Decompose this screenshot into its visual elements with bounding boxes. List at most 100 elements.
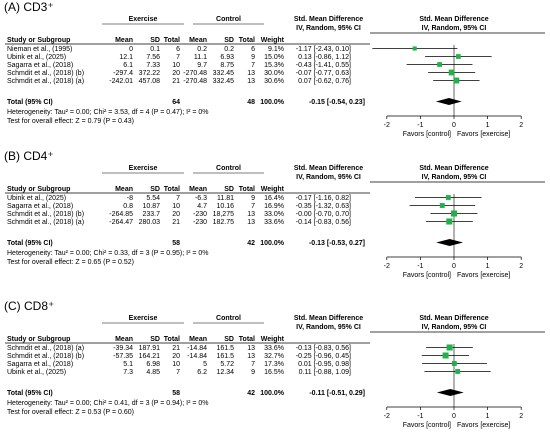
control-sd: 10.16 (216, 203, 234, 210)
control-total: 7 (251, 62, 255, 69)
exercise-sd: 457.08 (139, 78, 161, 85)
column-header: Mean (189, 336, 207, 343)
exercise-total: 20 (172, 211, 180, 218)
forest-plot-c: Exercise Control Std. Mean Difference IV, R… (5, 315, 545, 429)
column-header: SD (150, 37, 160, 44)
control-total: 13 (247, 78, 255, 85)
group2-header: Control (216, 16, 241, 23)
study-weight: 9.1% (268, 46, 284, 53)
total-smd-ci: -0.13 [-0.53, 0.27] (309, 240, 365, 247)
control-mean: -230 (193, 219, 207, 226)
overall-effect-text: Test for overall effect: Z = 0.53 (P = 0… (7, 409, 134, 416)
control-sd: 161.5 (216, 353, 234, 360)
control-total: 13 (247, 353, 255, 360)
exercise-mean: -242.01 (109, 78, 133, 85)
control-sd: 0.2 (224, 46, 234, 53)
column-header: SD (150, 336, 160, 343)
column-header: Total (164, 186, 180, 193)
study-smd-ci: 0.01 [-0.95, 0.98] (298, 361, 351, 368)
exercise-total: 10 (172, 62, 180, 69)
overall-effect-text: Test for overall effect: Z = 0.79 (P = 0… (7, 118, 134, 125)
exercise-total: 20 (172, 70, 180, 77)
control-sd: 161.5 (216, 345, 234, 352)
column-header: Weight (261, 37, 285, 44)
study-name: Schmdit et al., (2018) (a) (7, 78, 84, 85)
study-name: Sagarra et al., (2018) (7, 203, 73, 210)
panel-label: (B) CD4⁺ (4, 149, 54, 163)
study-name: Schmdit et al., (2018) (a) (7, 219, 84, 226)
control-sd: 11.81 (217, 195, 234, 202)
favors-exercise-label: Favors [exercise] (457, 131, 510, 138)
exercise-total: 10 (172, 361, 180, 368)
x-tick-label: 0 (452, 263, 456, 270)
study-smd-ci: 0.13 [-0.86, 1.12] (298, 54, 351, 61)
plot-method: IV, Random, 95% CI (422, 174, 487, 181)
x-tick-label: 2 (519, 263, 523, 270)
x-tick-label: 0 (452, 413, 456, 420)
heterogeneity-text: Heterogeneity: Tau² = 0.00; Chi² = 0.33,… (7, 250, 209, 257)
total-label: Total (95% CI) (7, 99, 53, 106)
exercise-sd: 164.21 (139, 353, 161, 360)
control-total-sum: 42 (247, 390, 255, 397)
exercise-mean: -264.85 (109, 211, 133, 218)
effect-square (446, 344, 453, 351)
total-smd-ci: -0.11 [-0.51, 0.29] (309, 390, 365, 397)
column-header: Mean (189, 37, 207, 44)
effect-square (451, 361, 457, 366)
study-smd-ci: -0.43 [-1.41, 0.55] (296, 62, 351, 69)
exercise-sd: 0.1 (150, 46, 160, 53)
control-mean: 5 (203, 361, 207, 368)
control-mean: 9.7 (197, 62, 207, 69)
control-mean: -270.48 (183, 78, 207, 85)
study-name: Sagarra et al., (2018) (7, 62, 73, 69)
control-sd: 12.34 (216, 369, 234, 376)
x-tick-label: 1 (486, 263, 490, 270)
exercise-total-sum: 64 (172, 99, 180, 106)
effect-square (437, 62, 442, 67)
plot-method: IV, Random, 95% CI (422, 25, 487, 32)
control-mean: -230 (193, 211, 207, 218)
control-mean: -6.3 (195, 195, 207, 202)
effect-square (446, 218, 453, 225)
group1-header: Exercise (129, 165, 158, 172)
plot-title: Std. Mean Difference (419, 16, 488, 23)
effect-square (448, 69, 455, 76)
control-mean: -270.48 (183, 70, 207, 77)
effect-square (455, 369, 461, 374)
x-tick-label: 0 (452, 122, 456, 129)
study-name: Schmdit et al., (2018) (a) (7, 345, 84, 352)
exercise-mean: -264.47 (109, 219, 133, 226)
exercise-total: 21 (172, 345, 180, 352)
pooled-diamond (435, 98, 462, 105)
exercise-mean: 12.1 (119, 54, 133, 61)
study-smd-ci: -0.13 [-0.83, 0.56] (296, 345, 351, 352)
column-header: SD (150, 186, 160, 193)
exercise-total: 20 (172, 353, 180, 360)
column-header: Mean (115, 336, 133, 343)
exercise-mean: 6.1 (123, 62, 133, 69)
exercise-sd: 233.7 (142, 211, 160, 218)
exercise-total: 10 (172, 203, 180, 210)
effect-square (453, 77, 460, 84)
exercise-mean: 0 (129, 46, 133, 53)
total-weight: 100.0% (260, 240, 285, 247)
x-tick-label: -1 (417, 413, 423, 420)
study-weight: 32.7% (264, 353, 284, 360)
exercise-sd: 5.54 (146, 195, 160, 202)
forest-panel-c: (C) CD8⁺ Exercise Control Std. Mean Differ… (0, 299, 550, 445)
control-mean: 6.2 (197, 369, 207, 376)
exercise-mean: 5.1 (123, 361, 133, 368)
exercise-mean: -39.34 (113, 345, 133, 352)
favors-control-label: Favors [control] (403, 422, 451, 429)
control-total: 9 (251, 195, 255, 202)
study-smd-ci: -0.07 [-0.77, 0.63] (296, 70, 351, 77)
panel-label: (C) CD8⁺ (4, 299, 55, 313)
column-header: Total (164, 336, 180, 343)
study-weight: 16.4% (264, 195, 284, 202)
exercise-mean: -297.4 (113, 70, 133, 77)
total-label: Total (95% CI) (7, 390, 53, 397)
exercise-sd: 280.03 (139, 219, 161, 226)
x-tick-label: -2 (384, 263, 390, 270)
x-tick-label: -1 (417, 122, 423, 129)
exercise-mean: -57.35 (113, 353, 133, 360)
